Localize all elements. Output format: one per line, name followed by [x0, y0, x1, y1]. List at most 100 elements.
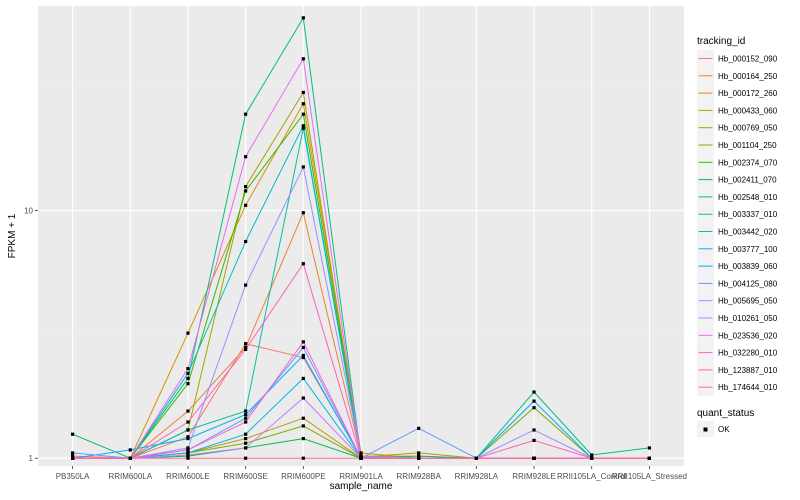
data-point — [647, 456, 651, 460]
data-point — [244, 456, 248, 460]
data-point — [186, 367, 190, 371]
legend-item-label: Hb_023536_020 — [718, 331, 778, 340]
y-axis: 1 10 — [24, 207, 38, 463]
data-point — [301, 416, 305, 420]
data-point — [301, 396, 305, 400]
data-point — [71, 454, 75, 458]
data-point — [301, 424, 305, 428]
x-tick-label: PB350LA — [56, 472, 90, 481]
data-point — [71, 451, 75, 455]
data-point — [71, 432, 75, 436]
data-point — [186, 371, 190, 376]
legend-item-label: Hb_032280_010 — [718, 349, 778, 358]
x-tick-label: RRII105LA_Control — [557, 472, 627, 481]
data-point — [301, 456, 305, 460]
data-point — [647, 446, 651, 450]
x-tick-label: RRIM928BA — [396, 472, 441, 481]
data-point — [301, 353, 305, 358]
data-point — [532, 399, 536, 403]
data-point — [301, 262, 305, 266]
x-tick-label: RRIM600LA — [108, 472, 152, 481]
data-point — [301, 124, 305, 128]
data-point — [301, 340, 305, 344]
data-point — [359, 454, 363, 458]
data-point — [301, 436, 305, 441]
x-axis-title: sample_name — [330, 481, 393, 492]
color-legend: tracking_id Hb_000152_090 Hb_000164_250 Hb… — [697, 36, 778, 396]
data-point — [244, 203, 248, 207]
data-point — [532, 406, 536, 410]
x-tick-label: RRIM600PE — [281, 472, 325, 481]
data-point — [244, 347, 248, 352]
data-point — [186, 382, 190, 386]
data-point — [359, 451, 363, 455]
data-point — [244, 112, 248, 116]
series-points — [71, 16, 651, 460]
data-point — [244, 420, 248, 424]
legend-item-label: Hb_000769_050 — [718, 124, 778, 133]
data-point — [474, 456, 478, 460]
legend-item-label: Hb_003337_010 — [718, 210, 778, 219]
data-point — [244, 342, 248, 346]
point-legend-marker — [703, 427, 708, 432]
data-point — [186, 448, 190, 452]
y-tick-label: 1 — [29, 454, 34, 463]
data-point — [186, 436, 190, 441]
data-point — [244, 416, 248, 420]
legend-item-label: Hb_003777_100 — [718, 245, 778, 254]
legend-item-label: Hb_003442_020 — [718, 228, 778, 237]
data-point — [244, 409, 248, 413]
data-point — [417, 426, 421, 430]
data-point — [186, 331, 190, 335]
data-point — [301, 376, 305, 381]
data-point — [417, 451, 421, 455]
legend-item-label: Hb_002548_010 — [718, 193, 778, 202]
data-point — [532, 438, 536, 442]
data-point — [244, 436, 248, 441]
legend-item-label: Hb_174644_010 — [718, 383, 778, 392]
data-point — [186, 456, 190, 460]
legend-item-label: Hb_005695_050 — [718, 297, 778, 306]
data-point — [301, 57, 305, 61]
data-point — [186, 420, 190, 424]
point-legend-title: quant_status — [697, 408, 754, 419]
legend-item-label: Hb_000433_060 — [718, 106, 778, 115]
y-axis-title: FPKM + 1 — [7, 213, 18, 258]
x-axis: PB350LA RRIM600LA RRIM600LE RRIM600SE RRIM60… — [56, 466, 687, 481]
data-point — [186, 409, 190, 413]
data-point — [244, 412, 248, 417]
legend-item-label: Hb_000172_260 — [718, 89, 778, 98]
data-point — [301, 165, 305, 169]
data-point — [244, 345, 248, 350]
data-point — [301, 211, 305, 215]
data-point — [186, 451, 190, 455]
data-point — [244, 432, 248, 436]
data-point — [301, 355, 305, 360]
data-point — [244, 239, 248, 244]
data-point — [590, 456, 594, 460]
legend-item-label: Hb_000152_090 — [718, 55, 778, 64]
data-point — [301, 112, 305, 116]
data-point — [186, 376, 190, 381]
data-point — [128, 456, 132, 460]
legend-item-label: Hb_002411_070 — [718, 176, 777, 185]
legend-item-label: Hb_010261_050 — [718, 314, 778, 323]
data-point — [417, 454, 421, 458]
data-point — [128, 448, 132, 452]
data-point — [244, 283, 248, 287]
x-tick-label: RRIM901LA — [339, 472, 383, 481]
data-point — [244, 155, 248, 159]
data-point — [186, 446, 190, 450]
data-point — [244, 446, 248, 450]
data-point — [532, 428, 536, 432]
x-tick-label: RRIM928LE — [512, 472, 556, 481]
x-tick-label: RRIM600LE — [166, 472, 210, 481]
data-point — [186, 428, 190, 432]
point-legend: quant_status OK — [697, 408, 754, 437]
y-tick-label: 10 — [24, 207, 33, 216]
data-point — [417, 456, 421, 460]
legend-item-label: Hb_000164_250 — [718, 72, 778, 81]
data-point — [71, 456, 75, 460]
data-point — [244, 441, 248, 445]
data-point — [301, 102, 305, 106]
